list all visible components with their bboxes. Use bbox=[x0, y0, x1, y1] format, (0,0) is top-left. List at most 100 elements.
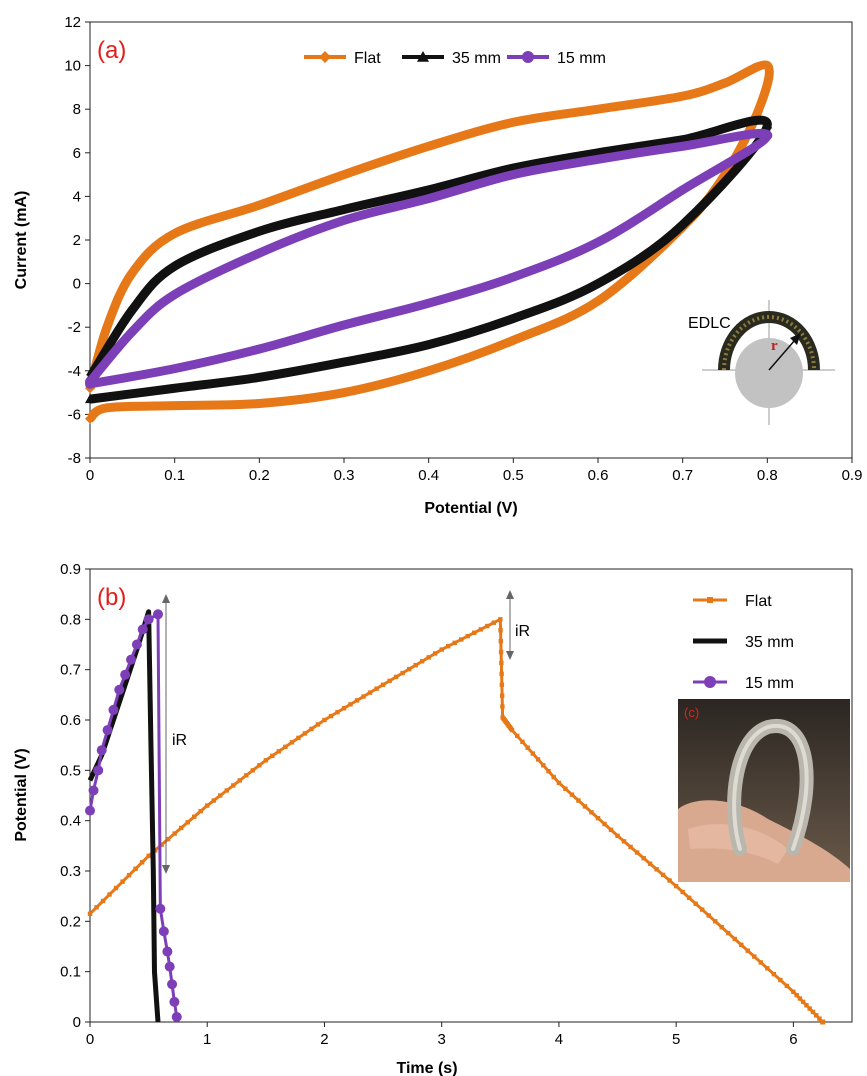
data-point bbox=[563, 786, 568, 791]
legend-marker-15-mm bbox=[704, 676, 716, 688]
photo-inset-label: (c) bbox=[684, 705, 699, 720]
data-point bbox=[807, 1006, 812, 1011]
data-point bbox=[452, 640, 457, 646]
data-point bbox=[192, 814, 197, 819]
data-point bbox=[139, 860, 145, 865]
data-point bbox=[546, 768, 551, 774]
data-point bbox=[810, 1009, 816, 1015]
y-tick-label: 4 bbox=[73, 188, 81, 205]
legend-label-15-mm: 15 mm bbox=[745, 675, 794, 692]
data-point bbox=[315, 722, 321, 727]
data-point bbox=[459, 637, 464, 642]
legend-label-flat: Flat bbox=[745, 593, 772, 610]
data-point bbox=[335, 709, 340, 715]
y-tick-label: 0.6 bbox=[60, 712, 81, 729]
data-point bbox=[660, 872, 666, 878]
data-point bbox=[804, 1003, 809, 1008]
data-point bbox=[419, 659, 425, 664]
data-point bbox=[367, 690, 373, 695]
data-point bbox=[602, 821, 607, 827]
data-point bbox=[582, 804, 588, 809]
data-point bbox=[93, 765, 104, 776]
data-point bbox=[719, 925, 724, 930]
x-tick-label: 0.9 bbox=[842, 467, 863, 484]
data-point bbox=[165, 836, 171, 842]
data-point bbox=[499, 660, 504, 666]
y-tick-label: 0 bbox=[73, 276, 81, 293]
y-tick-label: 8 bbox=[73, 101, 81, 118]
chart-a-y-ticks: -8 -6 -4 -2 0 2 4 6 8 10 12 bbox=[64, 14, 90, 467]
data-point bbox=[85, 805, 95, 816]
data-point bbox=[374, 686, 379, 691]
data-point bbox=[393, 674, 399, 680]
data-point bbox=[155, 903, 166, 914]
data-point bbox=[820, 1019, 826, 1025]
data-point bbox=[498, 649, 504, 655]
data-point bbox=[472, 630, 477, 635]
data-point bbox=[309, 726, 314, 732]
chart-a-series bbox=[85, 60, 774, 424]
chart-b-x-axis-title: Time (s) bbox=[396, 1060, 457, 1076]
data-point bbox=[500, 704, 505, 709]
data-point bbox=[628, 844, 633, 850]
data-point bbox=[426, 655, 431, 660]
data-point bbox=[114, 684, 125, 695]
series-35-mm-loop bbox=[86, 115, 772, 404]
edlc-inset-diagram: EDLC r bbox=[688, 300, 835, 425]
data-point bbox=[739, 942, 744, 948]
y-tick-label: 0 bbox=[73, 1014, 81, 1031]
data-point bbox=[589, 810, 594, 815]
data-point bbox=[302, 731, 308, 736]
data-point bbox=[745, 948, 750, 953]
data-point bbox=[680, 889, 685, 895]
data-point bbox=[576, 798, 581, 803]
x-tick-label: 0.1 bbox=[164, 467, 185, 484]
y-tick-label: -8 bbox=[68, 450, 81, 467]
data-point bbox=[88, 785, 99, 796]
data-point bbox=[270, 753, 275, 758]
y-tick-label: 6 bbox=[73, 145, 81, 162]
data-point bbox=[797, 996, 803, 1001]
radius-arrow bbox=[768, 339, 796, 371]
data-point bbox=[762, 119, 773, 129]
data-point bbox=[158, 926, 169, 937]
data-point bbox=[198, 808, 203, 814]
data-point bbox=[498, 638, 504, 644]
data-point bbox=[446, 643, 451, 649]
chart-b-panel-label: (b) bbox=[97, 584, 126, 611]
data-point bbox=[400, 670, 405, 676]
y-tick-label: -2 bbox=[68, 319, 81, 336]
data-point bbox=[608, 827, 614, 833]
data-point bbox=[96, 745, 107, 756]
data-point bbox=[250, 768, 256, 773]
data-point bbox=[530, 751, 536, 756]
data-point bbox=[94, 905, 99, 910]
chart-b-y-ticks: 0 0.1 0.2 0.3 0.4 0.5 0.6 0.7 0.8 0.9 bbox=[60, 561, 90, 1031]
data-point bbox=[172, 831, 177, 836]
data-point bbox=[556, 780, 562, 786]
data-point bbox=[667, 878, 672, 883]
data-point bbox=[595, 815, 601, 821]
data-point bbox=[152, 609, 163, 620]
data-point bbox=[432, 651, 438, 656]
x-tick-label: 5 bbox=[672, 1031, 680, 1048]
chart-a-y-axis-title: Current (mA) bbox=[13, 191, 30, 290]
chart-a-x-ticks: 0 0.1 0.2 0.3 0.4 0.5 0.6 0.7 0.8 0.9 bbox=[86, 458, 863, 484]
data-point bbox=[706, 913, 711, 918]
data-point bbox=[133, 866, 138, 871]
radius-arrowhead bbox=[790, 333, 801, 345]
data-point bbox=[126, 872, 132, 878]
data-point bbox=[380, 682, 386, 687]
data-point bbox=[762, 130, 773, 141]
data-point bbox=[509, 727, 515, 733]
chart-b-series bbox=[85, 609, 826, 1025]
data-point bbox=[354, 698, 360, 703]
y-tick-label: -6 bbox=[68, 406, 81, 423]
data-point bbox=[120, 879, 125, 884]
data-point bbox=[713, 919, 718, 924]
data-point bbox=[137, 624, 148, 635]
chart-b: 0 1 2 3 4 5 6 0 0.1 0.2 0.3 0.4 0.5 0.6 0.7 0.8 0.9 (b)… bbox=[13, 561, 853, 1076]
data-point bbox=[535, 757, 541, 762]
data-point bbox=[159, 842, 164, 847]
legend-marker-flat bbox=[707, 597, 713, 603]
